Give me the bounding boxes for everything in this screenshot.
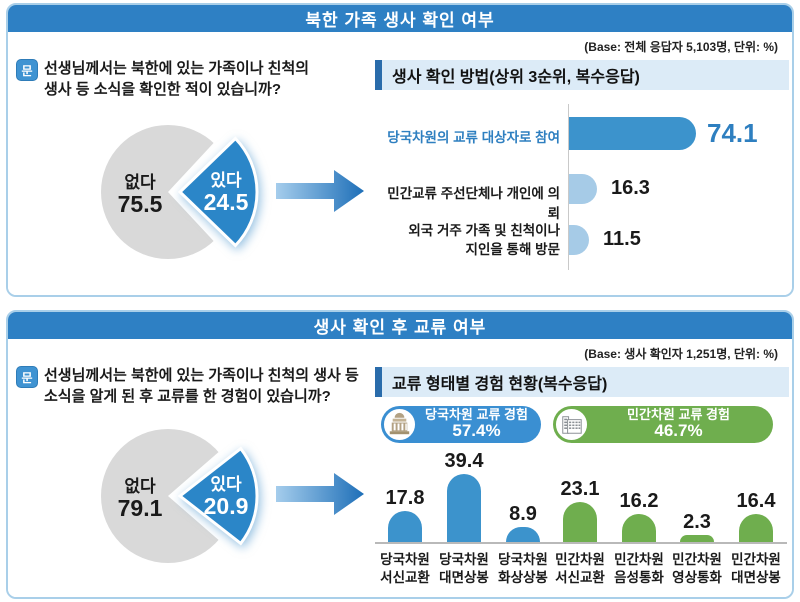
hbar-value-1: 74.1 bbox=[707, 118, 758, 148]
vbar-cat-7: 민간차원 대면상봉 bbox=[727, 551, 785, 587]
hbar-value-3: 11.5 bbox=[603, 228, 641, 250]
panel1-question-line2: 생사 등 소식을 확인한 적이 있습니까? bbox=[44, 81, 282, 98]
panel2-question: 선생님께서는 북한에 있는 가족이나 친척의 생사 등 소식을 알게 된 후 교… bbox=[44, 365, 359, 407]
pie1-yes-label: 있다 bbox=[210, 171, 242, 190]
vbar-cat-2-line2: 대면상봉 bbox=[439, 570, 489, 585]
panel1-header: 북한 가족 생사 확인 여부 bbox=[8, 5, 792, 32]
panel1-base-note: (Base: 전체 응답자 5,103명, 단위: %) bbox=[584, 40, 778, 54]
vbar-cat-5-line1: 민간차원 bbox=[614, 552, 664, 567]
vbar-cat-4-line2: 서신교환 bbox=[555, 570, 605, 585]
vbar-cat-3: 당국차원 화상상봉 bbox=[494, 551, 552, 587]
vbar-cat-5-line2: 음성통화 bbox=[614, 570, 664, 585]
badge2-label: 민간차원 교류 경험 bbox=[627, 407, 730, 422]
vbar-7 bbox=[739, 514, 773, 542]
panel2-title: 생사 확인 후 교류 여부 bbox=[313, 318, 487, 337]
section2-title: 교류 형태별 경험 현황(복수응답) bbox=[392, 376, 608, 393]
vbar-value-3: 8.9 bbox=[509, 503, 537, 525]
panel-survival-check: 북한 가족 생사 확인 여부 (Base: 전체 응답자 5,103명, 단위:… bbox=[6, 3, 794, 297]
vbar-2 bbox=[447, 474, 481, 542]
vbar-cat-2-line1: 당국차원 bbox=[439, 552, 489, 567]
section1-header: 생사 확인 방법(상위 3순위, 복수응답) bbox=[375, 60, 789, 90]
section2-header: 교류 형태별 경험 현황(복수응답) bbox=[375, 367, 789, 397]
vbar-cat-3-line2: 화상상봉 bbox=[498, 570, 548, 585]
hbar-label-3-line1: 외국 거주 가족 및 친척이나 bbox=[408, 223, 560, 238]
vbar-cat-4-line1: 민간차원 bbox=[555, 552, 605, 567]
panel1-title: 북한 가족 생사 확인 여부 bbox=[305, 11, 495, 30]
vbar-cat-2: 당국차원 대면상봉 bbox=[435, 551, 493, 587]
hbar-label-1: 당국차원의 교류 대상자로 참여 bbox=[387, 130, 560, 145]
vbar-cat-7-line1: 민간차원 bbox=[731, 552, 781, 567]
government-building-icon bbox=[383, 408, 416, 441]
badge2-value: 46.7% bbox=[654, 421, 703, 441]
panel1-body: (Base: 전체 응답자 5,103명, 단위: %) 문 선생님께서는 북한… bbox=[8, 32, 792, 295]
hbar-value-2: 16.3 bbox=[611, 177, 650, 199]
pie-chart-exchange: 없다 79.1 있다 20.9 bbox=[101, 429, 259, 563]
vbar-value-4: 23.1 bbox=[560, 478, 600, 500]
hbar-2 bbox=[569, 174, 597, 204]
panel1-question: 선생님께서는 북한에 있는 가족이나 친척의 생사 등 소식을 확인한 적이 있… bbox=[44, 58, 309, 100]
badge-government-exchange: 당국차원 교류 경험 57.4% bbox=[381, 406, 541, 443]
panel2-header: 생사 확인 후 교류 여부 bbox=[8, 312, 792, 339]
section-exchange-types: 교류 형태별 경험 현황(복수응답) bbox=[375, 367, 789, 597]
badge-private-exchange: 민간차원 교류 경험 46.7% bbox=[553, 406, 773, 443]
vbar-cat-1: 당국차원 서신교환 bbox=[376, 551, 434, 587]
section-check-methods: 생사 확인 방법(상위 3순위, 복수응답) 당국차원의 교류 대상자로 참여 … bbox=[375, 60, 789, 274]
badge1-label: 당국차원 교류 경험 bbox=[425, 407, 528, 422]
pie1-yes-value: 24.5 bbox=[204, 189, 249, 215]
vbar-baseline bbox=[375, 542, 787, 544]
hbar-3 bbox=[569, 225, 589, 255]
vbar-cat-3-line1: 당국차원 bbox=[498, 552, 548, 567]
panel2-base-note: (Base: 생사 확인자 1,251명, 단위: %) bbox=[584, 347, 778, 361]
question-mark-icon: 문 bbox=[16, 366, 38, 388]
vbar-cat-7-line2: 대면상봉 bbox=[731, 570, 781, 585]
vbar-value-7: 16.4 bbox=[736, 490, 776, 512]
badge1-text: 당국차원 교류 경험 57.4% bbox=[422, 407, 531, 441]
right-arrow-icon bbox=[276, 473, 364, 515]
pie2-yes-label: 있다 bbox=[210, 475, 242, 494]
vbar-5 bbox=[622, 514, 656, 542]
panel2-question-line2: 소식을 알게 된 후 교류를 한 경험이 있습니까? bbox=[44, 388, 331, 405]
panel2-question-line1: 선생님께서는 북한에 있는 가족이나 친척의 생사 등 bbox=[44, 367, 359, 384]
pie1-no-value: 75.5 bbox=[118, 191, 163, 217]
pie-slice-yes bbox=[177, 136, 259, 248]
hbar-label-3-line2: 지인을 통해 방문 bbox=[465, 242, 560, 257]
apartment-building-icon bbox=[555, 408, 588, 441]
vbar-6 bbox=[680, 535, 714, 542]
vbar-cat-1-line1: 당국차원 bbox=[380, 552, 430, 567]
right-arrow-icon bbox=[276, 170, 364, 212]
vbar-value-6: 2.3 bbox=[683, 511, 711, 533]
badge1-value: 57.4% bbox=[452, 421, 501, 441]
pie-chart-survival-check: 없다 75.5 있다 24.5 bbox=[101, 125, 259, 259]
vbar-3 bbox=[506, 527, 540, 542]
vbar-cat-1-line2: 서신교환 bbox=[380, 570, 430, 585]
vbar-value-1: 17.8 bbox=[385, 487, 425, 509]
pie1-no-label: 없다 bbox=[124, 173, 156, 192]
vbar-value-2: 39.4 bbox=[444, 450, 484, 472]
vbar-cat-6-line2: 영상통화 bbox=[672, 570, 722, 585]
vbar-cat-6: 민간차원 영상통화 bbox=[668, 551, 726, 587]
vbar-cat-4: 민간차원 서신교환 bbox=[551, 551, 609, 587]
panel2-body: (Base: 생사 확인자 1,251명, 단위: %) 문 선생님께서는 북한… bbox=[8, 339, 792, 597]
pie2-no-value: 79.1 bbox=[118, 495, 163, 521]
hbar-axis-line bbox=[568, 104, 569, 270]
question-mark-icon: 문 bbox=[16, 59, 38, 81]
panel-exchange-after-check: 생사 확인 후 교류 여부 (Base: 생사 확인자 1,251명, 단위: … bbox=[6, 310, 794, 599]
vbar-value-5: 16.2 bbox=[619, 490, 659, 512]
vbar-cat-6-line1: 민간차원 bbox=[672, 552, 722, 567]
hbar-label-3: 외국 거주 가족 및 친척이나 지인을 통해 방문 bbox=[375, 221, 560, 259]
section1-title: 생사 확인 방법(상위 3순위, 복수응답) bbox=[392, 69, 640, 86]
vbar-4 bbox=[563, 502, 597, 542]
pie2-no-label: 없다 bbox=[124, 477, 156, 496]
badge2-text: 민간차원 교류 경험 46.7% bbox=[594, 407, 763, 441]
vbar-1 bbox=[388, 511, 422, 542]
pie2-yes-value: 20.9 bbox=[204, 493, 249, 519]
pie-slice-yes bbox=[177, 446, 259, 546]
hbar-1 bbox=[569, 117, 696, 150]
vbar-cat-5: 민간차원 음성통화 bbox=[610, 551, 668, 587]
panel1-question-line1: 선생님께서는 북한에 있는 가족이나 친척의 bbox=[44, 60, 310, 77]
hbar-label-2: 민간교류 주선단체나 개인에 의뢰 bbox=[387, 186, 560, 221]
